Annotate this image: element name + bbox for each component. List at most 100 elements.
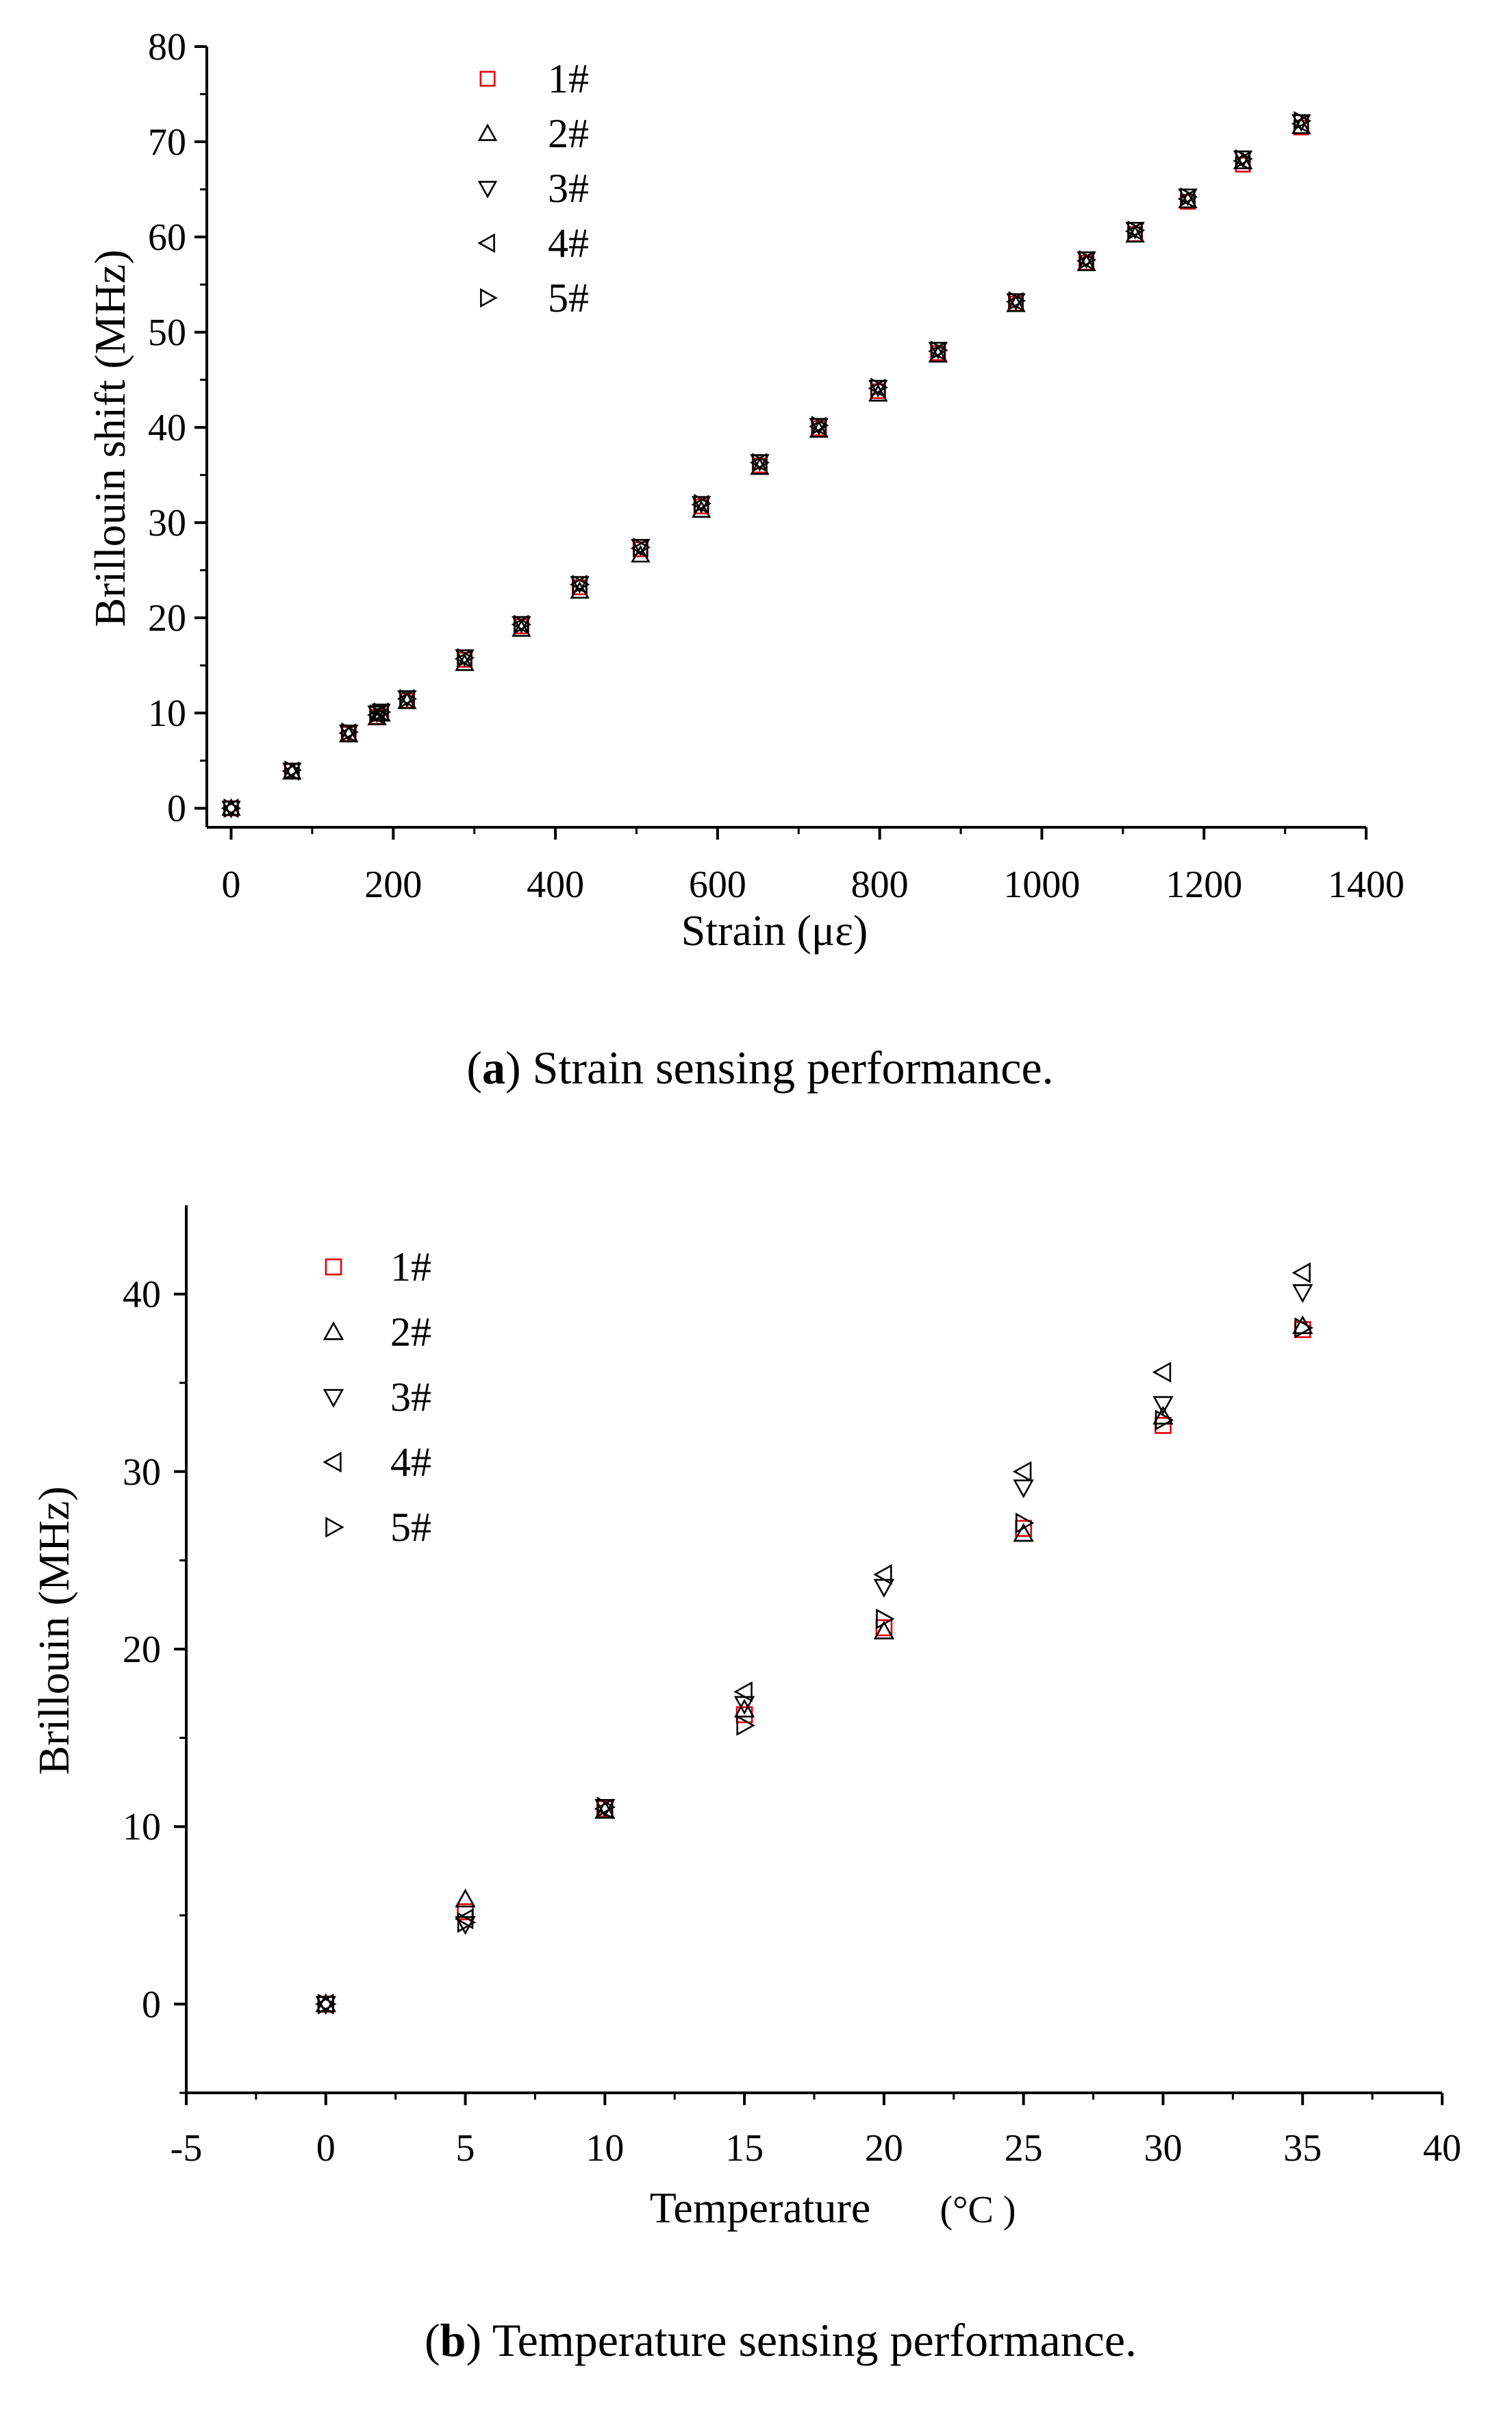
x-axis-title-strain: Strain (με) xyxy=(681,906,868,955)
y-tick-label: 10 xyxy=(148,692,186,735)
data-point-3-16 xyxy=(1076,251,1096,269)
data-point-5-13 xyxy=(870,377,888,397)
y-tick-label: 30 xyxy=(148,502,186,544)
data-point-5-2 xyxy=(596,1796,616,1818)
legend-label-2: 2# xyxy=(390,1309,431,1355)
x-tick-label: 0 xyxy=(222,864,241,906)
legend-label-1: 1# xyxy=(548,56,589,101)
data-point-5-4 xyxy=(373,702,392,722)
data-point-5-7 xyxy=(514,614,532,635)
data-point-5-8 xyxy=(572,575,590,594)
caption-temperature: (b) Temperature sensing performance. xyxy=(425,2314,1137,2366)
legend-label-4: 4# xyxy=(548,221,589,266)
x-tick-label: 800 xyxy=(851,864,909,906)
y-tick-label: 20 xyxy=(123,1629,161,1671)
data-point-3-7 xyxy=(512,616,531,634)
data-point-3-12 xyxy=(809,418,829,436)
y-tick-label: 0 xyxy=(142,1983,161,2026)
data-point-3-15 xyxy=(1006,293,1026,311)
data-point-4-6 xyxy=(1152,1361,1172,1383)
y-tick-label: 0 xyxy=(167,788,186,830)
legend-label-3: 3# xyxy=(390,1374,431,1420)
data-point-2-11 xyxy=(750,457,770,475)
x-tick-label: 5 xyxy=(456,2127,475,2170)
caption-open-paren: ( xyxy=(466,1042,482,1094)
x-tick-label: 25 xyxy=(1005,2127,1043,2170)
data-point-4-1 xyxy=(454,1908,474,1930)
data-point-3-4 xyxy=(371,703,391,722)
y-tick-label: 50 xyxy=(148,312,186,354)
y-tick-label: 60 xyxy=(148,216,186,259)
chart-strain: 0 200 400 600 800 1000 1200 1400 0 10 20 30 40 50 60 70… xyxy=(86,26,1404,1094)
legend-strain: 1# 2# 3# 4# 5# xyxy=(477,56,589,321)
x-tick-label: 200 xyxy=(364,864,422,906)
data-point-5-12 xyxy=(811,416,829,436)
legend-label-5: 5# xyxy=(548,275,589,321)
data-point-2-6 xyxy=(1152,1405,1174,1425)
data-point-3-8 xyxy=(570,576,590,594)
caption-text-temperature: Temperature sensing performance. xyxy=(481,2314,1137,2366)
data-point-3-10 xyxy=(691,496,711,514)
legend-marker-4 xyxy=(477,233,495,253)
data-point-3-2 xyxy=(594,1798,616,1818)
data-point-2-5 xyxy=(1013,1522,1034,1542)
data-point-4-20 xyxy=(1291,114,1309,134)
data-point-3-0 xyxy=(315,1996,336,2015)
data-point-3-5 xyxy=(397,690,417,708)
x-tick-label: 0 xyxy=(316,2127,336,2170)
data-point-3-14 xyxy=(928,342,948,360)
data-point-5-1 xyxy=(457,1911,477,1933)
data-points-strain xyxy=(220,111,1311,818)
data-point-5-9 xyxy=(633,538,651,557)
data-point-2-4 xyxy=(873,1620,895,1640)
legend-temperature: 1# 2# 3# 4# 5# xyxy=(323,1244,431,1550)
legend-marker-5 xyxy=(480,288,498,308)
caption-close-paren: ) xyxy=(466,2314,481,2366)
x-tick-label: 30 xyxy=(1144,2127,1182,2170)
data-point-5-2 xyxy=(341,722,359,742)
y-tick-label: 40 xyxy=(148,407,186,449)
data-point-4-5 xyxy=(1012,1461,1032,1483)
data-points-temperature xyxy=(315,1262,1313,2015)
y-tick-label: 40 xyxy=(123,1274,161,1316)
x-tick-label: 40 xyxy=(1423,2127,1461,2170)
data-point-5-4 xyxy=(876,1608,895,1630)
data-point-3-13 xyxy=(868,379,888,398)
caption-letter-b: b xyxy=(440,2314,466,2366)
y-tick-label: 10 xyxy=(123,1806,161,1848)
legend-marker-4 xyxy=(323,1451,342,1473)
data-point-5-5 xyxy=(399,689,418,709)
data-point-5-15 xyxy=(1008,290,1026,311)
data-point-4-7 xyxy=(1292,1262,1311,1283)
y-tick-label: 30 xyxy=(123,1451,161,1494)
x-axis-title-temperature: Temperature xyxy=(650,2183,870,2232)
y-tick-label: 20 xyxy=(148,597,186,640)
caption-strain: (a) Strain sensing performance. xyxy=(466,1042,1053,1094)
data-point-2-6 xyxy=(455,653,475,671)
caption-letter-a: a xyxy=(482,1042,505,1094)
data-point-5-16 xyxy=(1079,250,1097,270)
data-point-3-3 xyxy=(367,705,387,723)
y-axis-title-temperature: Brillouin (MHz) xyxy=(29,1486,78,1774)
data-point-5-6 xyxy=(457,648,475,668)
data-point-3-9 xyxy=(631,538,651,557)
data-point-5-18 xyxy=(1180,187,1198,207)
data-point-5-6 xyxy=(1155,1409,1174,1431)
data-point-5-11 xyxy=(752,453,770,473)
data-point-3-11 xyxy=(750,454,770,472)
plot-area-strain: 0 200 400 600 800 1000 1200 1400 0 10 20 30 40 50 60 70… xyxy=(148,26,1404,906)
x-axis-unit-temperature: (°C ) xyxy=(940,2189,1016,2231)
x-tick-label: 1000 xyxy=(1003,864,1080,906)
data-point-5-1 xyxy=(284,760,302,780)
data-point-5-0 xyxy=(318,1994,337,2015)
legend-label-1: 1# xyxy=(390,1244,431,1290)
x-tick-label: 15 xyxy=(725,2127,764,2170)
data-point-5-0 xyxy=(223,798,242,818)
caption-close-paren: ) xyxy=(505,1042,521,1094)
data-point-2-1 xyxy=(455,1888,476,1908)
data-point-2-7 xyxy=(512,619,531,637)
legend-label-3: 3# xyxy=(548,166,589,211)
legend-marker-1 xyxy=(479,71,496,87)
data-point-4-4 xyxy=(873,1563,892,1585)
legend-marker-2 xyxy=(477,123,498,141)
